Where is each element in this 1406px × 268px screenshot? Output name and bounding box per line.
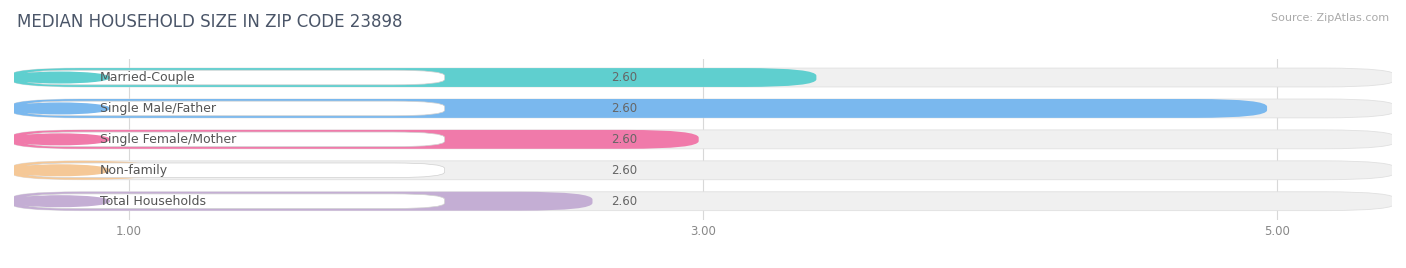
FancyBboxPatch shape (10, 130, 699, 149)
Text: Single Female/Mother: Single Female/Mother (100, 133, 236, 146)
FancyBboxPatch shape (10, 130, 1396, 149)
Text: 2.60: 2.60 (612, 195, 637, 208)
FancyBboxPatch shape (22, 132, 444, 147)
FancyBboxPatch shape (10, 99, 1267, 118)
Text: Source: ZipAtlas.com: Source: ZipAtlas.com (1271, 13, 1389, 23)
FancyBboxPatch shape (10, 68, 817, 87)
Text: Non-family: Non-family (100, 164, 169, 177)
FancyBboxPatch shape (10, 68, 1396, 87)
Circle shape (11, 165, 110, 176)
Text: Married-Couple: Married-Couple (100, 71, 195, 84)
Text: 2.60: 2.60 (612, 102, 637, 115)
Text: MEDIAN HOUSEHOLD SIZE IN ZIP CODE 23898: MEDIAN HOUSEHOLD SIZE IN ZIP CODE 23898 (17, 13, 402, 31)
Text: 2.60: 2.60 (612, 164, 637, 177)
Circle shape (11, 134, 110, 145)
FancyBboxPatch shape (22, 70, 444, 85)
FancyBboxPatch shape (10, 192, 1396, 211)
FancyBboxPatch shape (10, 192, 592, 211)
FancyBboxPatch shape (10, 161, 1396, 180)
Text: 2.60: 2.60 (612, 133, 637, 146)
Circle shape (11, 103, 110, 114)
FancyBboxPatch shape (22, 194, 444, 209)
Circle shape (11, 72, 110, 83)
Circle shape (11, 196, 110, 207)
FancyBboxPatch shape (22, 101, 444, 116)
Text: 2.60: 2.60 (612, 71, 637, 84)
FancyBboxPatch shape (10, 161, 156, 180)
Text: Single Male/Father: Single Male/Father (100, 102, 217, 115)
Text: Total Households: Total Households (100, 195, 207, 208)
FancyBboxPatch shape (22, 163, 444, 178)
FancyBboxPatch shape (10, 99, 1396, 118)
